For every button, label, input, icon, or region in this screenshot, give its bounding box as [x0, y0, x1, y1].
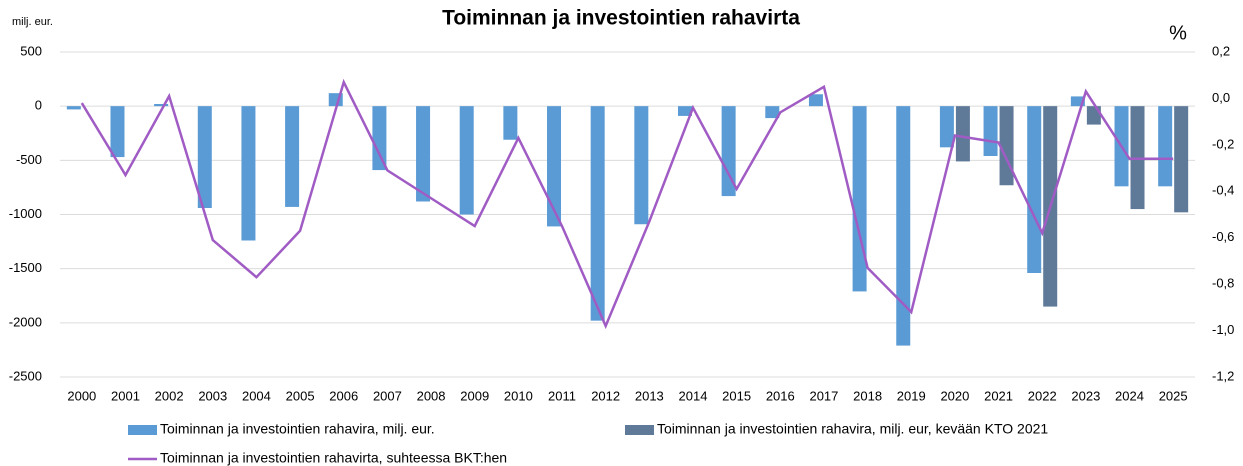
x-tick-label: 2021: [984, 388, 1013, 403]
y-tick-label: -2500: [9, 368, 42, 383]
x-tick-label: 2022: [1028, 388, 1057, 403]
legend-label: Toiminnan ja investointien rahavirta, su…: [160, 450, 507, 466]
y2-tick-label: -1,2: [1212, 368, 1234, 383]
bar: [896, 106, 911, 346]
x-tick-label: 2010: [504, 388, 533, 403]
y-tick-label: -1500: [9, 260, 42, 275]
y2-axis-label: %: [1169, 22, 1187, 44]
x-tick-label: 2014: [679, 388, 708, 403]
x-tick-label: 2011: [548, 388, 576, 403]
x-tick-label: 2009: [460, 388, 489, 403]
x-tick-label: 2005: [286, 388, 315, 403]
bar: [939, 106, 954, 148]
bar: [241, 106, 256, 241]
x-tick-label: 2004: [242, 388, 271, 403]
bar: [66, 106, 81, 110]
x-tick-label: 2006: [329, 388, 358, 403]
y2-tick-label: -1,0: [1212, 322, 1234, 337]
bar: [765, 106, 780, 119]
x-tick-label: 2025: [1159, 388, 1188, 403]
y-tick-label: -2000: [9, 314, 42, 329]
bar: [110, 106, 125, 158]
bar: [1174, 106, 1189, 213]
chart-title: Toiminnan ja investointien rahavirta: [442, 7, 800, 30]
bar: [459, 106, 474, 215]
y2-tick-label: -0,2: [1212, 136, 1234, 151]
bar: [721, 106, 736, 197]
x-tick-label: 2007: [373, 388, 402, 403]
bar: [634, 106, 649, 225]
x-tick-label: 2003: [198, 388, 227, 403]
x-tick-label: 2016: [766, 388, 795, 403]
bar: [955, 106, 970, 162]
legend-swatch: [128, 425, 157, 435]
bar: [503, 106, 518, 140]
bar: [197, 106, 212, 208]
x-tick-label: 2008: [417, 388, 446, 403]
bar: [983, 106, 998, 156]
x-tick-label: 2012: [591, 388, 620, 403]
bar: [677, 106, 692, 116]
x-tick-label: 2002: [155, 388, 184, 403]
y-tick-label: -500: [16, 152, 42, 167]
bar: [416, 106, 431, 202]
x-tick-label: 2019: [897, 388, 926, 403]
x-tick-label: 2017: [809, 388, 838, 403]
x-tick-label: 2013: [635, 388, 664, 403]
bar: [285, 106, 300, 207]
bar: [1070, 96, 1085, 107]
x-tick-label: 2024: [1115, 388, 1144, 403]
y-tick-label: 500: [20, 43, 42, 58]
legend-swatch: [625, 425, 654, 435]
y-tick-label: 0: [35, 98, 42, 113]
legend-label: Toiminnan ja investointien rahavira, mil…: [657, 421, 1048, 437]
line-series: [80, 78, 1174, 330]
x-tick-label: 2000: [67, 388, 96, 403]
y-axis-label: milj. eur.: [12, 16, 53, 28]
bar: [547, 106, 562, 227]
bar: [999, 106, 1014, 186]
bar: [372, 106, 387, 171]
bar: [852, 106, 867, 292]
y2-tick-label: 0,0: [1212, 90, 1230, 105]
y2-tick-label: -0,4: [1212, 183, 1234, 198]
bar: [1158, 106, 1173, 187]
bar: [808, 94, 823, 107]
bar: [590, 106, 605, 321]
x-tick-label: 2015: [722, 388, 751, 403]
x-tick-label: 2023: [1071, 388, 1100, 403]
bar: [1086, 106, 1101, 125]
legend-label: Toiminnan ja investointien rahavira, mil…: [160, 421, 435, 437]
x-tick-label: 2020: [940, 388, 969, 403]
bar: [1027, 106, 1042, 274]
bar: [154, 104, 169, 107]
y2-tick-label: 0,2: [1212, 43, 1230, 58]
x-tick-label: 2018: [853, 388, 882, 403]
y2-tick-label: -0,6: [1212, 229, 1234, 244]
y-tick-label: -1000: [9, 206, 42, 221]
x-tick-label: 2001: [111, 388, 140, 403]
y2-tick-label: -0,8: [1212, 276, 1234, 291]
